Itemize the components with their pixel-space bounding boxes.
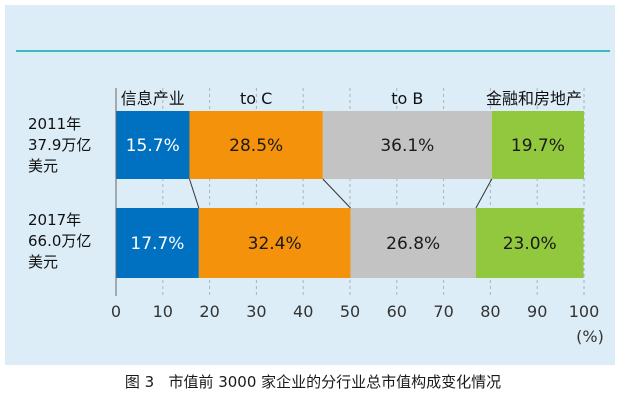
- bar-segment-0-0: [116, 111, 190, 179]
- bar-segment-1-2: [350, 208, 476, 278]
- bar-segment-0-3: [491, 111, 584, 179]
- chart-top-rule: [16, 50, 610, 52]
- figure-caption: 图 3 市值前 3000 家企业的分行业总市值构成变化情况: [124, 373, 502, 391]
- data-label-1-3: 23.0%: [503, 234, 557, 254]
- x-tick-label-50: 50: [340, 302, 360, 321]
- data-label-0-0: 15.7%: [126, 136, 180, 156]
- bar-segment-1-3: [475, 208, 584, 278]
- bar-segment-1-0: [116, 208, 199, 278]
- bar-segment-1-1: [198, 208, 351, 278]
- legend-label-2: to B: [391, 89, 423, 108]
- x-tick-label-30: 30: [246, 302, 266, 321]
- data-label-0-3: 19.7%: [511, 136, 565, 156]
- x-tick-label-0: 0: [111, 302, 121, 321]
- data-label-1-0: 17.7%: [130, 234, 184, 254]
- data-label-1-1: 32.4%: [248, 234, 302, 254]
- bar-segment-0-2: [322, 111, 492, 179]
- data-label-0-1: 28.5%: [229, 136, 283, 156]
- row-label-2011-line1: 2011年: [28, 115, 82, 133]
- x-tick-label-80: 80: [480, 302, 500, 321]
- connector-line-1: [322, 178, 351, 209]
- bar-segment-0-1: [189, 111, 323, 179]
- legend-label-1: to C: [240, 89, 272, 108]
- x-tick-label-10: 10: [153, 302, 173, 321]
- x-tick-label-40: 40: [293, 302, 313, 321]
- row-label-2017-line3: 美元: [28, 253, 59, 271]
- row-label-2011-line2: 37.9万亿: [28, 136, 92, 154]
- row-label-2011-line3: 美元: [28, 157, 59, 175]
- row-label-2017-line1: 2017年: [28, 211, 82, 229]
- x-tick-label-20: 20: [199, 302, 219, 321]
- x-tick-label-100: 100: [569, 302, 600, 321]
- x-axis-unit: (%): [576, 327, 604, 346]
- data-label-0-2: 36.1%: [380, 136, 434, 156]
- x-tick-label-70: 70: [433, 302, 453, 321]
- legend-label-3: 金融和房地产: [486, 89, 582, 108]
- legend-label-0: 信息产业: [121, 89, 185, 108]
- x-tick-label-60: 60: [387, 302, 407, 321]
- x-tick-label-90: 90: [527, 302, 547, 321]
- connector-line-0: [189, 178, 200, 209]
- connector-line-2: [475, 178, 493, 209]
- data-label-1-2: 26.8%: [386, 234, 440, 254]
- row-label-2017-line2: 66.0万亿: [28, 232, 92, 250]
- chart-panel: [5, 5, 615, 365]
- row-label-2011: 2011年 37.9万亿 美元: [28, 114, 91, 177]
- row-label-2017: 2017年 66.0万亿 美元: [28, 210, 91, 273]
